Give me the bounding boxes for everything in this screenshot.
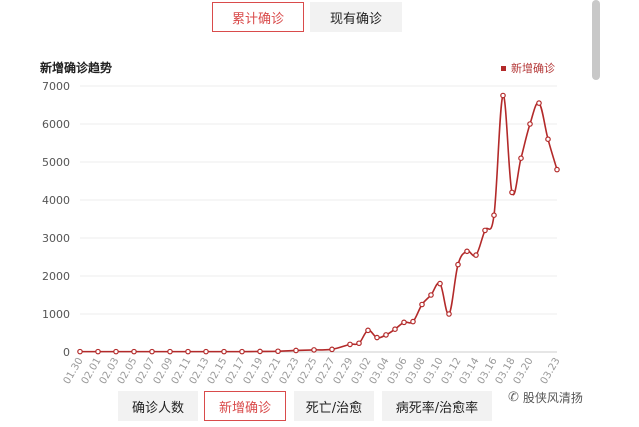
data-point[interactable]: [203, 348, 209, 355]
scrollbar[interactable]: [592, 0, 600, 80]
data-point[interactable]: [95, 348, 101, 355]
data-point[interactable]: [455, 261, 461, 268]
data-point[interactable]: [509, 189, 515, 196]
data-point[interactable]: [365, 327, 371, 334]
data-point[interactable]: [419, 301, 425, 308]
watermark-text: 股侠风清扬: [522, 391, 583, 405]
y-tick-label: 0: [63, 346, 70, 359]
tab-deaths-recovered[interactable]: 死亡/治愈: [294, 391, 374, 421]
series-line-new-confirmed: [79, 94, 558, 353]
data-point[interactable]: [545, 136, 551, 143]
data-point[interactable]: [347, 341, 353, 348]
tab-current-confirmed[interactable]: 现有确诊: [310, 2, 402, 32]
data-point[interactable]: [446, 311, 452, 317]
data-point[interactable]: [257, 348, 263, 355]
data-point[interactable]: [113, 348, 119, 355]
data-point[interactable]: [167, 348, 173, 355]
data-point[interactable]: [437, 280, 443, 287]
legend-swatch: [501, 65, 506, 71]
watermark: ✆ 股侠风清扬: [508, 389, 583, 406]
legend-label: 新增确诊: [511, 62, 555, 75]
data-point[interactable]: [482, 227, 488, 234]
y-tick-label: 6000: [42, 118, 70, 131]
data-point[interactable]: [518, 155, 524, 162]
data-point[interactable]: [329, 346, 335, 353]
y-tick-label: 5000: [42, 156, 70, 169]
data-point[interactable]: [131, 348, 137, 355]
data-point[interactable]: [401, 319, 407, 326]
tab-confirmed-count[interactable]: 确诊人数: [118, 391, 198, 421]
data-point[interactable]: [374, 334, 380, 341]
wechat-icon: ✆: [508, 390, 519, 405]
y-tick-label: 3000: [42, 232, 70, 245]
data-point[interactable]: [239, 348, 245, 355]
data-point[interactable]: [554, 166, 560, 173]
data-point[interactable]: [464, 248, 470, 255]
data-point[interactable]: [392, 326, 398, 333]
chart-title: 新增确诊趋势: [40, 61, 113, 75]
y-tick-label: 1000: [42, 308, 70, 321]
data-point[interactable]: [527, 121, 533, 127]
y-tick-label: 4000: [42, 194, 70, 207]
tab-cumulative-confirmed[interactable]: 累计确诊: [212, 2, 304, 32]
tab-new-confirmed[interactable]: 新增确诊: [204, 391, 286, 421]
data-point[interactable]: [500, 92, 506, 99]
chart-legend[interactable]: 新增确诊: [501, 60, 555, 76]
data-point[interactable]: [491, 212, 497, 219]
data-point[interactable]: [356, 340, 362, 347]
data-point[interactable]: [221, 348, 227, 355]
y-tick-label: 2000: [42, 270, 70, 283]
data-point[interactable]: [410, 318, 416, 325]
data-point[interactable]: [185, 348, 191, 355]
data-point[interactable]: [77, 348, 83, 355]
data-point[interactable]: [473, 252, 479, 258]
data-point[interactable]: [311, 347, 317, 353]
y-tick-label: 7000: [42, 80, 70, 93]
data-point[interactable]: [428, 292, 434, 298]
data-point[interactable]: [293, 347, 299, 354]
x-tick-label: 03.23: [539, 356, 563, 386]
data-point[interactable]: [149, 348, 155, 355]
tab-fatality-recovery-rate[interactable]: 病死率/治愈率: [382, 391, 492, 421]
data-point[interactable]: [275, 348, 281, 355]
data-point[interactable]: [536, 100, 542, 106]
data-point[interactable]: [383, 332, 389, 338]
